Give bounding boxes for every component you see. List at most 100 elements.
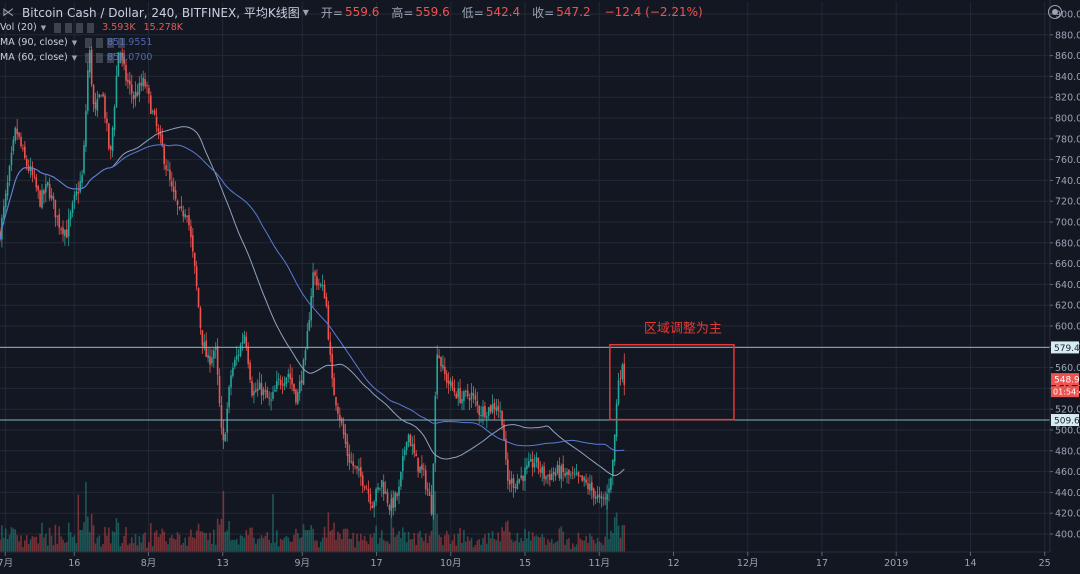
volume-bar [402,527,404,552]
volume-bar [613,517,616,552]
candle-body [556,464,559,473]
candle-body [539,469,542,472]
volume-bar [549,542,551,552]
candle-body [293,383,295,392]
volume-bar [413,532,416,552]
volume-bar [487,532,490,552]
volume-bar [272,494,274,552]
chevron-down-icon[interactable]: ▼ [40,23,47,32]
annotation-box[interactable]: 区域调整为主 [609,322,735,421]
volume-bar [102,543,104,552]
volume-bar [423,541,425,552]
candle-body [274,389,276,392]
price-tick-label: 740.0 [1055,176,1080,187]
candle-body [188,214,190,226]
candle-body [123,56,125,65]
time-axis[interactable]: 7月 16 8月 13 9月 17 10月 15 11月 12 12月 17 2019 14 25 [0,551,1080,570]
candle-body [486,416,488,419]
time-tick-label: 17 [370,558,382,569]
volume-bar [207,539,209,552]
volume-bar [193,538,196,552]
volume-bar [22,547,24,552]
candle-body [413,443,416,454]
candle-body [319,284,322,286]
volume-bar [81,530,83,552]
candle-body [541,466,543,474]
candle-body [100,95,102,97]
candle-body [465,390,467,392]
candle-body [350,461,353,463]
volume-bar [522,541,524,552]
candle-body [109,146,112,150]
volume-bar [249,527,251,552]
indicator-volume[interactable]: Vol (20) ▼ 3.593K 15.278K [0,22,183,33]
indicator-controls[interactable] [85,52,130,63]
candle-body [360,466,362,477]
candle-body [449,380,452,386]
indicator-value: 3.593K [102,22,136,33]
candle-body [373,501,375,508]
volume-bar [499,541,501,552]
candle-body [386,492,389,504]
indicator-controls[interactable] [54,22,99,33]
volume-bar [182,542,185,552]
candle-body [73,194,76,203]
candle-body [87,70,89,111]
volume-bar [279,538,282,552]
volume-bar [552,543,555,552]
candle-body [60,228,62,230]
volume-bar [159,534,162,552]
candle-body [37,186,39,191]
volume-bar [216,518,219,552]
indicator-ma60[interactable]: MA (60, close) ▼ 850.0700 [0,52,152,63]
volume-bar [318,547,320,552]
volume-bar [109,543,112,552]
volume-bar [213,529,215,552]
volume-bar [3,537,5,552]
indicator-controls[interactable] [85,37,130,48]
volume-bar [512,541,515,552]
volume-bar [319,541,322,552]
candle-body [432,463,435,515]
volume-bar [276,530,278,552]
symbol-title[interactable]: Bitcoin Cash / Dollar, 240, BITFINEX, 平均… [22,5,300,20]
time-tick-label: 17 [816,558,828,569]
volume-bar [88,532,91,552]
gear-icon[interactable] [1048,5,1062,19]
candle-body [184,214,186,218]
volume-bar [33,537,36,552]
candle-body [466,390,469,397]
candle-body [558,465,561,478]
volume-bar [310,525,312,552]
candle-body [24,146,26,159]
volume-bar [579,538,582,552]
volume-bar [419,530,421,552]
candle-body [503,424,505,441]
volume-bar [478,539,480,552]
candle-body [39,190,41,207]
candle-body [171,181,173,187]
volume-bar [445,530,448,552]
candle-body [531,458,534,468]
volume-bar [465,541,467,552]
candle-body [205,340,207,357]
volume-bar [358,541,360,552]
chevron-down-icon[interactable]: ▼ [71,53,78,62]
price-axis[interactable]: 900.0 880.0 860.0 840.0 820.0 800.0 780.0 760.0… [1049,0,1080,570]
candle-body [424,470,427,490]
candle-body [85,110,87,147]
indicator-ma90[interactable]: MA (90, close) ▼ 851.9551 [0,37,152,48]
candle-body [241,341,244,345]
candle-body [463,391,465,402]
chevron-down-icon[interactable]: ▼ [71,38,78,47]
chevron-down-icon[interactable]: ▼ [302,7,309,17]
volume-bar [83,522,85,552]
open-value: 559.6 [344,5,380,19]
volume-bar [312,528,314,552]
volume-bar [407,531,410,552]
volume-bars [0,482,626,552]
candle-body [440,357,442,367]
collapse-icon[interactable]: ⋉ [2,5,14,19]
